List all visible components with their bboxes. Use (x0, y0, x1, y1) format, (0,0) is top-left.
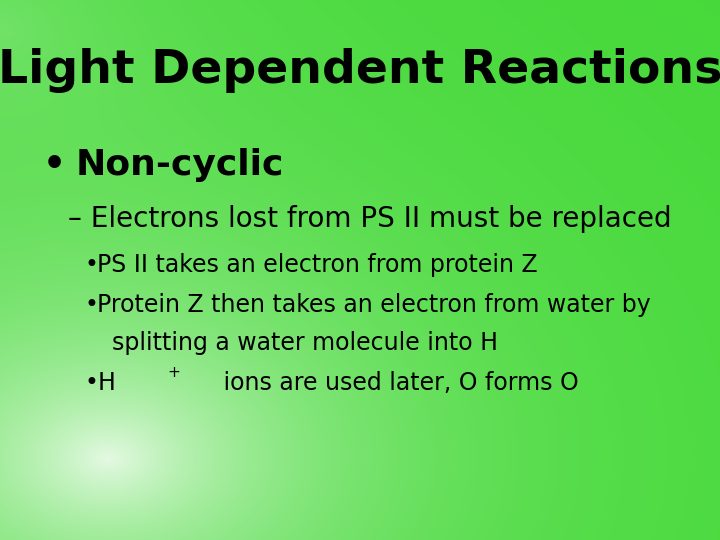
Text: H: H (97, 372, 115, 395)
Text: •: • (84, 253, 98, 276)
Text: Protein Z then takes an electron from water by: Protein Z then takes an electron from wa… (97, 293, 651, 317)
Text: •: • (84, 372, 98, 395)
Text: PS II takes an electron from protein Z: PS II takes an electron from protein Z (97, 253, 538, 276)
Text: ions are used later, O forms O: ions are used later, O forms O (216, 372, 579, 395)
Text: Light Dependent Reactions: Light Dependent Reactions (0, 48, 720, 93)
Text: Non-cyclic: Non-cyclic (76, 148, 284, 181)
Text: •: • (84, 293, 98, 317)
Text: – Electrons lost from PS II must be replaced: – Electrons lost from PS II must be repl… (68, 205, 672, 233)
Text: splitting a water molecule into H: splitting a water molecule into H (112, 331, 498, 355)
Text: •: • (43, 148, 66, 181)
Text: +: + (168, 365, 181, 380)
